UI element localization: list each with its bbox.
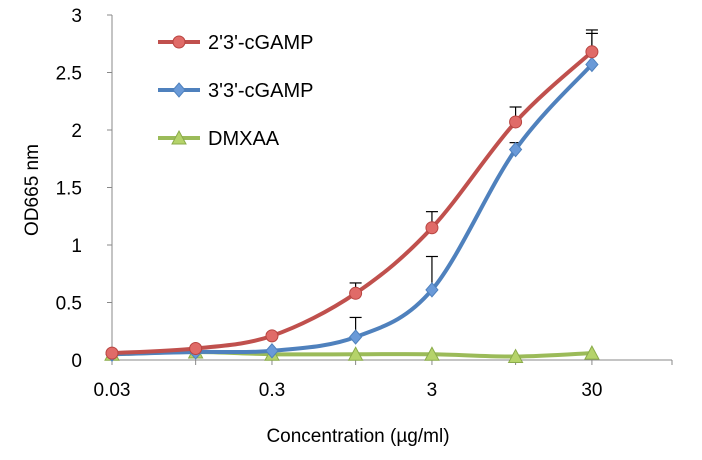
y-tick-label: 0.5: [56, 294, 82, 315]
legend-item: 2'3'-cGAMP: [158, 32, 313, 54]
series-layer: [104, 29, 600, 364]
y-axis-title: OD665 nm: [22, 144, 43, 236]
x-axis-title: Concentration (µg/ml): [266, 426, 449, 447]
legend-label: 2'3'-cGAMP: [208, 32, 313, 54]
data-point: [265, 343, 279, 359]
data-point: [424, 346, 440, 361]
data-point: [348, 329, 363, 345]
data-point: [105, 346, 119, 360]
legend-label: 3'3'-cGAMP: [208, 80, 313, 102]
y-tick-label: 1: [71, 236, 82, 257]
data-point: [265, 329, 279, 343]
series-23cgamp: [105, 29, 599, 360]
data-point: [349, 286, 363, 300]
legend-marker: [172, 35, 186, 49]
data-point: [507, 348, 524, 364]
data-point: [585, 56, 599, 73]
legend-item: 3'3'-cGAMP: [158, 80, 313, 102]
legend-item: DMXAA: [158, 128, 280, 150]
y-tick-label: 2.5: [56, 64, 82, 85]
legend-label: DMXAA: [208, 128, 280, 150]
data-point: [508, 141, 523, 158]
data-point: [585, 45, 599, 59]
x-tick-label: 0.03: [94, 380, 131, 401]
axes: 0 0.5 1 1.5 2 2.5 3 0.03 0.3 3 30: [56, 6, 673, 401]
data-point: [347, 346, 364, 361]
y-tick-label: 0: [71, 351, 82, 372]
series-line: [111, 50, 594, 356]
data-point: [584, 345, 600, 360]
y-tick-label: 3: [71, 6, 82, 27]
data-point: [509, 115, 523, 129]
legend-marker: [171, 129, 187, 145]
data-point: [189, 342, 203, 355]
data-point: [425, 221, 439, 235]
x-tick-label: 0.3: [259, 380, 285, 401]
series-line: [111, 63, 594, 357]
series-33cgamp: [105, 32, 599, 363]
legend-marker: [172, 82, 186, 98]
legend: 2'3'-cGAMP 3'3'-cGAMP DMXAA: [158, 32, 313, 150]
x-tick-label: 30: [581, 380, 602, 401]
y-tick-label: 1.5: [56, 179, 82, 200]
data-point: [425, 282, 439, 298]
y-tick-label: 2: [71, 121, 82, 142]
x-tick-label: 3: [427, 380, 438, 401]
